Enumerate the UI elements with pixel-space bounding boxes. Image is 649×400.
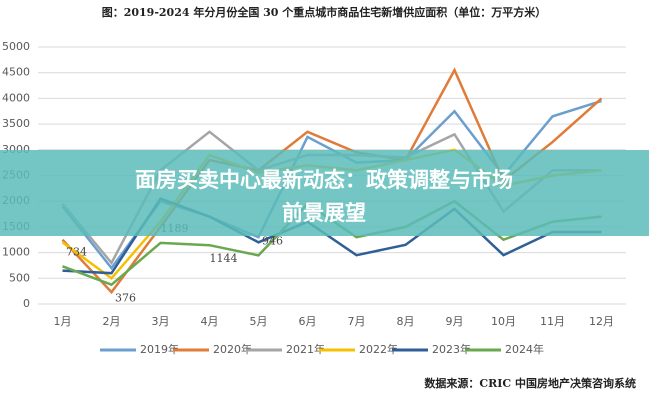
x-tick-label: 8月 — [397, 315, 415, 328]
banner-line: 前景展望 — [282, 201, 366, 225]
legend-label: 2020年 — [213, 342, 252, 356]
x-tick-label: 9月 — [446, 315, 464, 328]
data-label: 376 — [115, 292, 136, 305]
y-tick-label: 5000 — [2, 40, 30, 53]
legend-label: 2021年 — [286, 342, 325, 356]
x-tick-label: 2月 — [103, 315, 121, 328]
x-tick-label: 1月 — [54, 315, 72, 328]
x-tick-label: 11月 — [540, 315, 565, 328]
x-tick-label: 3月 — [152, 315, 170, 328]
source: 数据来源：CRIC 中国房地产决策咨询系统 — [424, 376, 636, 390]
chart-title: 图：2019-2024 年分月份全国 30 个重点城市商品住宅新增供应面积（单位… — [102, 5, 547, 19]
y-tick-label: 4000 — [2, 91, 30, 104]
x-tick-label: 4月 — [201, 315, 219, 328]
y-tick-label: 500 — [9, 271, 30, 284]
data-label: 1144 — [210, 252, 238, 265]
x-tick-label: 6月 — [299, 315, 317, 328]
banner-line: 面房买卖中心最新动态：政策调整与市场 — [135, 168, 513, 192]
legend-label: 2019年 — [140, 342, 179, 356]
legend-label: 2023年 — [432, 342, 471, 356]
x-tick-label: 5月 — [250, 315, 268, 328]
legend-label: 2024年 — [505, 342, 544, 356]
legend-label: 2022年 — [359, 342, 398, 356]
x-tick-label: 10月 — [491, 315, 516, 328]
x-tick-label: 7月 — [348, 315, 366, 328]
data-label: 734 — [66, 245, 87, 258]
banner — [0, 150, 649, 236]
data-label: 946 — [262, 234, 283, 247]
x-tick-label: 12月 — [589, 315, 614, 328]
y-tick-label: 3500 — [2, 117, 30, 130]
y-tick-label: 1000 — [2, 246, 30, 259]
y-tick-label: 4500 — [2, 66, 30, 79]
y-tick-label: 0 — [23, 297, 30, 310]
